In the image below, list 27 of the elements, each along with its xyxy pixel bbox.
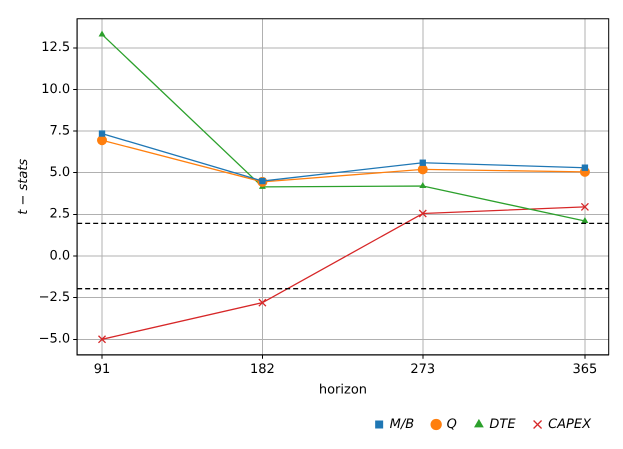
y-tick-label: 7.5 (49, 123, 70, 138)
point (580, 202, 590, 212)
y-tick-label: 0.0 (49, 248, 70, 264)
point (98, 335, 106, 344)
point (420, 160, 426, 166)
y-tick-label: 10.0 (41, 82, 70, 97)
y-tick-label: −5.0 (38, 332, 70, 347)
y-tick-label: 2.5 (49, 206, 70, 222)
legend-label: M/B (390, 416, 414, 432)
legend-label: DTE (489, 416, 516, 432)
x-tick-label: 182 (250, 362, 275, 377)
x-tick-label: 365 (572, 362, 598, 377)
point (419, 182, 426, 188)
x-tick-label: 273 (410, 362, 436, 377)
legend-label: Q (446, 416, 457, 432)
y-tick-label: 5.0 (49, 165, 70, 180)
point (98, 130, 106, 137)
point (98, 30, 106, 36)
y-tick-label: 12.5 (41, 40, 70, 56)
x-tick-label: 91 (94, 362, 110, 377)
y-axis-title: t − stats (16, 158, 32, 215)
point (258, 298, 267, 307)
legend-label: CAPEX (548, 416, 592, 432)
x-axis-title: horizon (318, 382, 368, 398)
point (418, 209, 427, 218)
y-tick-label: −2.5 (38, 290, 70, 306)
point (582, 164, 588, 171)
